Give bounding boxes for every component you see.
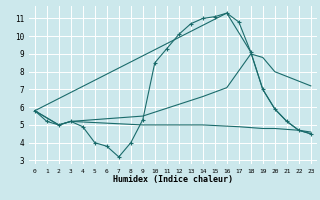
X-axis label: Humidex (Indice chaleur): Humidex (Indice chaleur) [113,175,233,184]
